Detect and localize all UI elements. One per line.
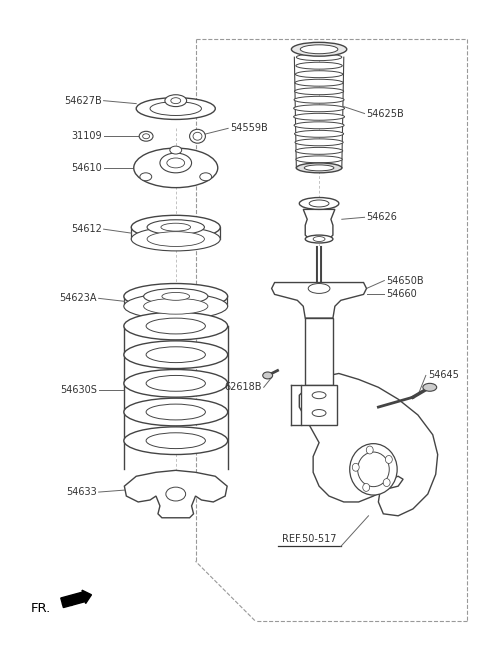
Ellipse shape	[124, 427, 228, 455]
Ellipse shape	[295, 88, 344, 94]
Ellipse shape	[294, 96, 344, 103]
Polygon shape	[124, 470, 227, 518]
Ellipse shape	[124, 293, 228, 319]
Ellipse shape	[146, 347, 205, 363]
Ellipse shape	[146, 433, 205, 449]
Ellipse shape	[124, 398, 228, 426]
Ellipse shape	[140, 173, 152, 180]
Text: 62618B: 62618B	[224, 382, 262, 392]
Ellipse shape	[313, 237, 325, 241]
Bar	[301, 385, 337, 425]
Ellipse shape	[124, 312, 228, 340]
Ellipse shape	[167, 158, 185, 168]
Ellipse shape	[162, 293, 190, 300]
Ellipse shape	[296, 62, 342, 69]
Ellipse shape	[350, 443, 397, 495]
Ellipse shape	[304, 165, 334, 171]
Ellipse shape	[160, 153, 192, 173]
Ellipse shape	[161, 223, 191, 231]
Ellipse shape	[385, 455, 392, 463]
Ellipse shape	[294, 105, 345, 112]
Text: 54626: 54626	[367, 213, 397, 222]
Ellipse shape	[296, 54, 342, 60]
Ellipse shape	[131, 227, 220, 251]
Text: 54625B: 54625B	[367, 108, 404, 119]
Polygon shape	[303, 209, 335, 239]
Text: 54633: 54633	[66, 487, 96, 497]
Ellipse shape	[147, 232, 204, 247]
Ellipse shape	[150, 102, 202, 115]
Ellipse shape	[363, 483, 370, 491]
Text: 54630S: 54630S	[60, 385, 96, 396]
Ellipse shape	[263, 372, 273, 379]
Ellipse shape	[124, 283, 228, 309]
Ellipse shape	[124, 341, 228, 369]
Ellipse shape	[294, 113, 345, 120]
FancyArrow shape	[61, 590, 92, 607]
Ellipse shape	[146, 404, 205, 420]
Ellipse shape	[423, 383, 437, 391]
Text: 54612: 54612	[71, 224, 102, 234]
Text: 54610: 54610	[71, 163, 102, 173]
Bar	[305, 318, 333, 385]
Ellipse shape	[295, 71, 343, 77]
Ellipse shape	[200, 173, 212, 180]
Ellipse shape	[144, 289, 208, 304]
Ellipse shape	[144, 298, 208, 314]
Ellipse shape	[308, 283, 330, 293]
Ellipse shape	[166, 487, 186, 501]
Ellipse shape	[358, 452, 389, 487]
Ellipse shape	[291, 43, 347, 56]
Text: FR.: FR.	[30, 602, 51, 615]
Text: 54645: 54645	[428, 371, 459, 380]
Ellipse shape	[352, 463, 359, 471]
Text: 31109: 31109	[71, 131, 102, 141]
Ellipse shape	[136, 98, 216, 119]
Ellipse shape	[131, 215, 220, 239]
Ellipse shape	[300, 45, 338, 54]
Ellipse shape	[134, 148, 218, 188]
Polygon shape	[272, 283, 367, 318]
Text: 54650B: 54650B	[386, 276, 424, 285]
Ellipse shape	[296, 156, 342, 163]
Ellipse shape	[171, 98, 180, 104]
Text: 54623A: 54623A	[59, 293, 96, 303]
Ellipse shape	[190, 129, 205, 143]
Ellipse shape	[295, 79, 343, 86]
Polygon shape	[300, 373, 438, 516]
Text: 54559B: 54559B	[230, 123, 268, 133]
Ellipse shape	[296, 165, 342, 171]
Ellipse shape	[295, 131, 344, 137]
Ellipse shape	[295, 139, 343, 146]
Ellipse shape	[312, 392, 326, 399]
Ellipse shape	[305, 235, 333, 243]
Ellipse shape	[146, 318, 205, 334]
Text: 54627B: 54627B	[64, 96, 102, 106]
Ellipse shape	[296, 163, 342, 173]
Ellipse shape	[383, 479, 390, 487]
Ellipse shape	[193, 133, 202, 140]
Ellipse shape	[170, 146, 182, 154]
Ellipse shape	[124, 369, 228, 397]
Text: 54660: 54660	[386, 289, 417, 299]
Ellipse shape	[366, 446, 373, 454]
Ellipse shape	[295, 148, 343, 154]
Ellipse shape	[309, 200, 329, 207]
Ellipse shape	[294, 122, 344, 129]
Ellipse shape	[300, 197, 339, 209]
Text: REF.50-517: REF.50-517	[282, 533, 336, 544]
Ellipse shape	[146, 375, 205, 391]
Ellipse shape	[312, 409, 326, 417]
Ellipse shape	[139, 131, 153, 141]
Ellipse shape	[165, 94, 187, 106]
Ellipse shape	[147, 220, 204, 235]
Ellipse shape	[143, 134, 150, 138]
